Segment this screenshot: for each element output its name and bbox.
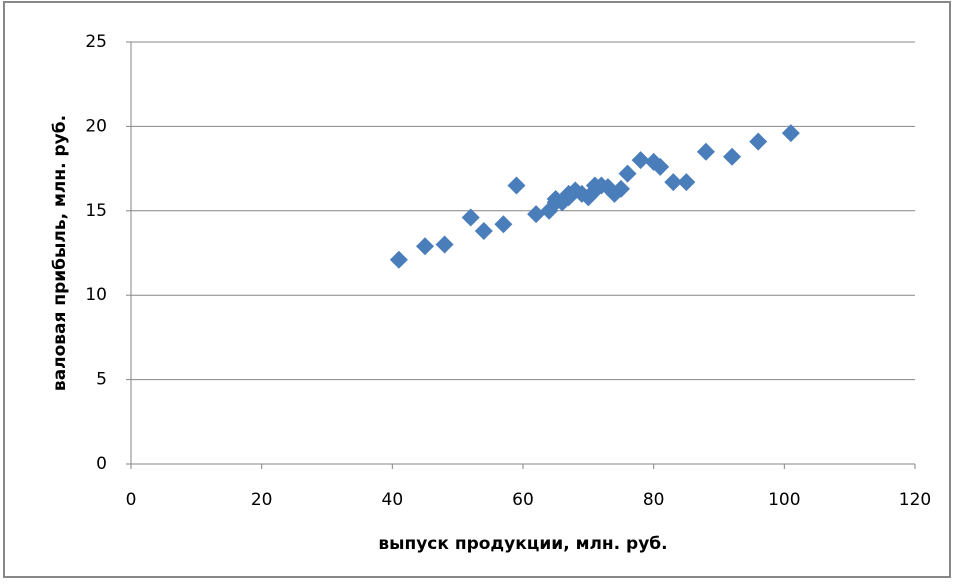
scatter-point [781, 124, 800, 143]
scatter-point [527, 205, 546, 224]
x-tick-label: 80 [643, 490, 665, 510]
x-tick-label: 120 [899, 490, 931, 510]
y-tick-label: 0 [96, 454, 107, 474]
x-tick-label: 0 [126, 490, 137, 510]
scatter-point [618, 164, 637, 183]
y-tick-label: 10 [85, 285, 107, 305]
x-tick-label: 100 [768, 490, 800, 510]
scatter-point [416, 237, 434, 256]
scatter-point [651, 157, 670, 176]
scatter-point [461, 208, 480, 227]
scatter-point [474, 222, 493, 241]
scatter-point [723, 147, 742, 166]
x-tick-label: 20 [251, 490, 273, 510]
scatter-point [389, 250, 408, 269]
scatter-point [696, 142, 715, 161]
chart-frame [3, 1, 951, 578]
scatter-point [507, 176, 526, 195]
scatter-point [631, 151, 650, 170]
scatter-point [612, 179, 630, 198]
scatter-point [749, 132, 768, 151]
y-tick-label: 5 [96, 370, 107, 390]
y-tick-label: 15 [85, 201, 107, 221]
x-tick-label: 60 [512, 490, 534, 510]
scatter-point [494, 215, 513, 234]
scatter-point [677, 173, 696, 192]
scatter-point [435, 235, 454, 254]
y-tick-label: 25 [85, 32, 107, 52]
scatter-point [664, 173, 683, 192]
y-axis-title: валовая прибыль, млн. руб. [50, 115, 70, 391]
y-tick-label: 20 [85, 116, 107, 136]
x-tick-label: 40 [382, 490, 404, 510]
x-axis-title: выпуск продукции, млн. руб. [378, 534, 667, 554]
